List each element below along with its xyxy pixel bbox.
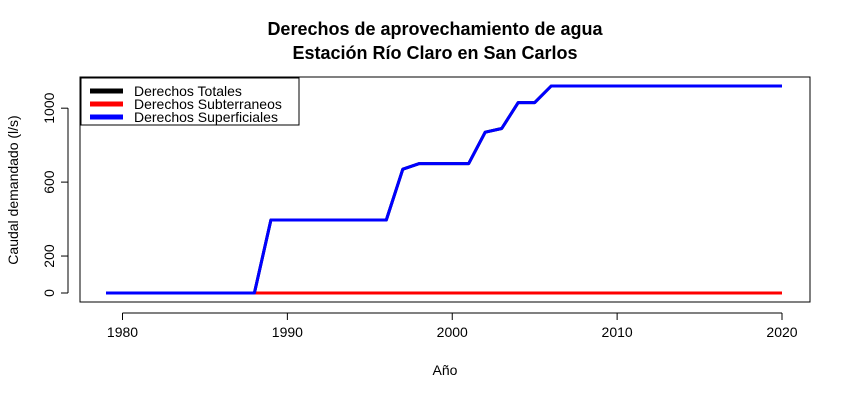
y-tick-label: 1000 xyxy=(41,92,57,123)
x-tick-label: 1990 xyxy=(272,324,303,340)
y-axis-label: Caudal demandado (l/s) xyxy=(5,115,21,264)
chart-title-line-1: Derechos de aprovechamiento de agua xyxy=(267,19,603,39)
x-tick-label: 2020 xyxy=(766,324,797,340)
y-tick-label: 0 xyxy=(41,289,57,297)
x-tick-label: 2010 xyxy=(602,324,633,340)
y-tick-label: 600 xyxy=(41,170,57,194)
legend-label: Derechos Superficiales xyxy=(134,109,278,125)
y-tick-label: 200 xyxy=(41,244,57,268)
x-axis-label: Año xyxy=(433,362,458,378)
x-tick-label: 1980 xyxy=(107,324,138,340)
series-lines xyxy=(106,84,782,295)
legend-label: Derechos Totales xyxy=(134,83,242,99)
series-line-2 xyxy=(106,84,782,295)
legend-label: Derechos Subterraneos xyxy=(134,96,282,112)
chart-title-line-2: Estación Río Claro en San Carlos xyxy=(292,43,577,63)
y-axis: 0 200 600 1000 xyxy=(41,92,69,297)
plot-frame xyxy=(79,76,811,303)
x-tick-label: 2000 xyxy=(437,324,468,340)
x-axis: 1980 1990 2000 2010 2020 xyxy=(107,312,798,340)
